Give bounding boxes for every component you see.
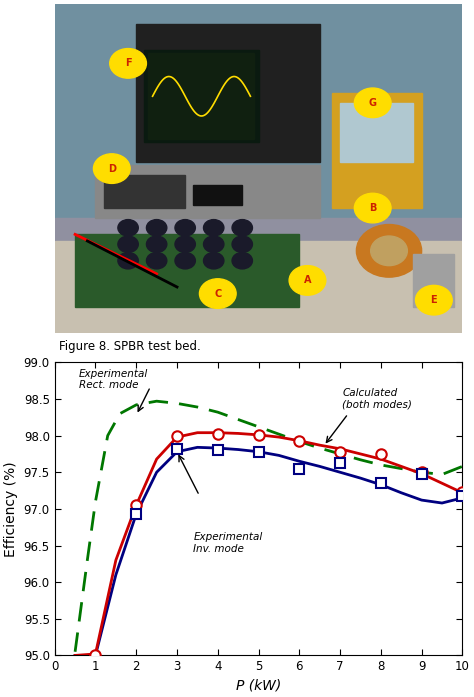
Text: B: B — [369, 203, 376, 213]
Circle shape — [175, 236, 195, 252]
Circle shape — [146, 252, 167, 269]
Bar — [95, 165, 319, 218]
Bar — [104, 175, 185, 208]
Circle shape — [118, 236, 138, 252]
Circle shape — [289, 266, 326, 296]
Circle shape — [232, 236, 253, 252]
Circle shape — [355, 193, 391, 223]
Text: D: D — [108, 164, 116, 174]
Circle shape — [232, 252, 253, 269]
Circle shape — [118, 220, 138, 236]
Text: Figure 8. SPBR test bed.: Figure 8. SPBR test bed. — [59, 339, 201, 353]
Circle shape — [146, 236, 167, 252]
Bar — [145, 50, 258, 142]
Circle shape — [203, 236, 224, 252]
Bar — [55, 241, 463, 333]
Circle shape — [356, 224, 422, 277]
Text: E: E — [430, 295, 437, 305]
Circle shape — [110, 49, 146, 78]
Bar — [55, 4, 463, 234]
Circle shape — [203, 220, 224, 236]
Circle shape — [416, 285, 452, 315]
Y-axis label: Efficiency (%): Efficiency (%) — [4, 461, 18, 557]
Bar — [55, 218, 463, 333]
Text: F: F — [125, 59, 131, 68]
Text: A: A — [304, 275, 311, 286]
Bar — [193, 185, 242, 205]
Circle shape — [93, 154, 130, 183]
Bar — [75, 234, 299, 307]
Circle shape — [175, 220, 195, 236]
Circle shape — [118, 252, 138, 269]
Text: Experimental
Rect. mode: Experimental Rect. mode — [79, 369, 148, 390]
Circle shape — [203, 252, 224, 269]
Bar — [332, 93, 422, 208]
Circle shape — [175, 252, 195, 269]
Circle shape — [200, 279, 236, 308]
Text: Calculated
(both modes): Calculated (both modes) — [342, 388, 412, 410]
Bar — [413, 254, 454, 307]
Circle shape — [146, 220, 167, 236]
Text: G: G — [369, 98, 377, 108]
Bar — [136, 24, 319, 162]
Bar — [148, 54, 255, 139]
Text: Experimental
Inv. mode: Experimental Inv. mode — [193, 533, 263, 554]
Bar — [340, 103, 413, 162]
Circle shape — [371, 236, 407, 266]
Text: C: C — [214, 289, 221, 298]
X-axis label: P (kW): P (kW) — [236, 679, 281, 693]
Circle shape — [232, 220, 253, 236]
Circle shape — [355, 88, 391, 118]
